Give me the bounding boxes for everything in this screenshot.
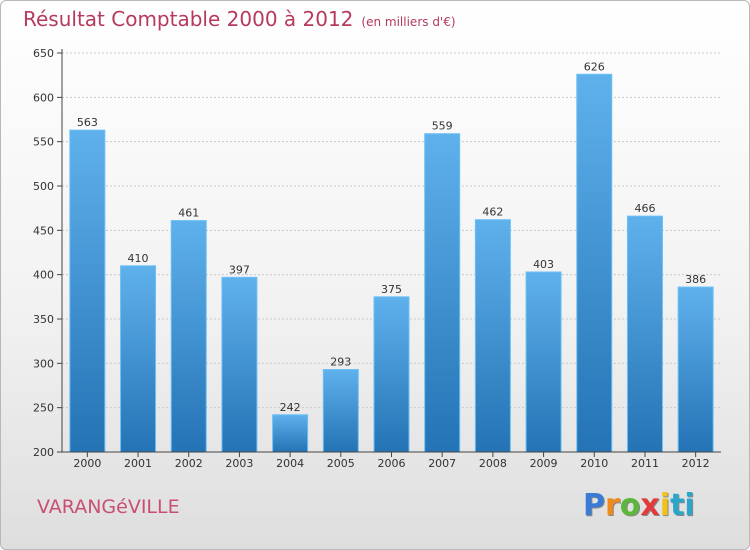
bar (576, 73, 613, 453)
bar (677, 286, 714, 453)
x-tick-label: 2012 (682, 457, 710, 470)
proxiti-logo: Proxiti (583, 488, 695, 523)
y-tick-label: 500 (33, 180, 54, 193)
x-tick-label: 2010 (580, 457, 608, 470)
bars: 563 410 461 397 242 293 375 559 462 403 626 466 386 (69, 60, 714, 453)
y-tick-label: 600 (33, 91, 54, 104)
x-tick-label: 2005 (327, 457, 355, 470)
y-tick-label: 300 (33, 357, 54, 370)
data-label: 397 (229, 263, 250, 276)
data-label: 626 (584, 60, 605, 73)
logo-letter: r (605, 488, 620, 523)
data-label: 386 (685, 273, 706, 286)
bar (322, 369, 359, 453)
bar (373, 296, 410, 453)
data-label: 462 (482, 206, 503, 219)
data-label: 403 (533, 258, 554, 271)
chart-subtitle: (en milliers d'€) (361, 15, 456, 29)
data-label: 375 (381, 283, 402, 296)
data-label: 293 (330, 356, 351, 369)
data-label: 559 (432, 120, 453, 133)
bar (120, 265, 157, 453)
x-tick-label: 2009 (530, 457, 558, 470)
bar (69, 129, 106, 453)
x-tick-label: 2007 (428, 457, 456, 470)
logo-letter: ti (670, 488, 695, 523)
bar (525, 271, 562, 453)
chart-title: Résultat Comptable 2000 à 2012 (en millie… (23, 7, 456, 31)
data-label: 410 (128, 252, 149, 265)
y-tick-label: 400 (33, 269, 54, 282)
x-tick-label: 2008 (479, 457, 507, 470)
x-tick-label: 2006 (378, 457, 406, 470)
logo-letter: i (659, 488, 671, 523)
y-tick-label: 200 (33, 446, 54, 459)
bar (272, 414, 309, 453)
bar (474, 219, 511, 453)
data-label: 466 (634, 202, 655, 215)
y-tick-label: 550 (33, 136, 54, 149)
y-tick-label: 350 (33, 313, 54, 326)
bar (221, 276, 258, 453)
data-label: 461 (178, 207, 199, 220)
x-tick-label: 2004 (276, 457, 304, 470)
bar (170, 220, 207, 453)
data-label: 563 (77, 116, 98, 129)
x-tick-label: 2003 (225, 457, 253, 470)
x-tick-label: 2002 (175, 457, 203, 470)
bar (424, 133, 461, 453)
logo-letter: x (640, 488, 660, 523)
y-tick-label: 650 (33, 47, 54, 60)
x-tick-label: 2011 (631, 457, 659, 470)
bar (626, 215, 663, 453)
y-tick-label: 450 (33, 224, 54, 237)
logo-letter: P (583, 488, 605, 523)
logo-letter: o (619, 488, 641, 523)
x-tick-label: 2001 (124, 457, 152, 470)
place-name: VARANGéVILLE (37, 496, 180, 518)
chart-title-text: Résultat Comptable 2000 à 2012 (23, 7, 354, 31)
data-label: 242 (280, 401, 301, 414)
y-tick-label: 250 (33, 402, 54, 415)
x-tick-label: 2000 (73, 457, 101, 470)
axes: 200 250 300 350 400 450 500 550 600 650 2000 2001 20… (33, 47, 721, 470)
